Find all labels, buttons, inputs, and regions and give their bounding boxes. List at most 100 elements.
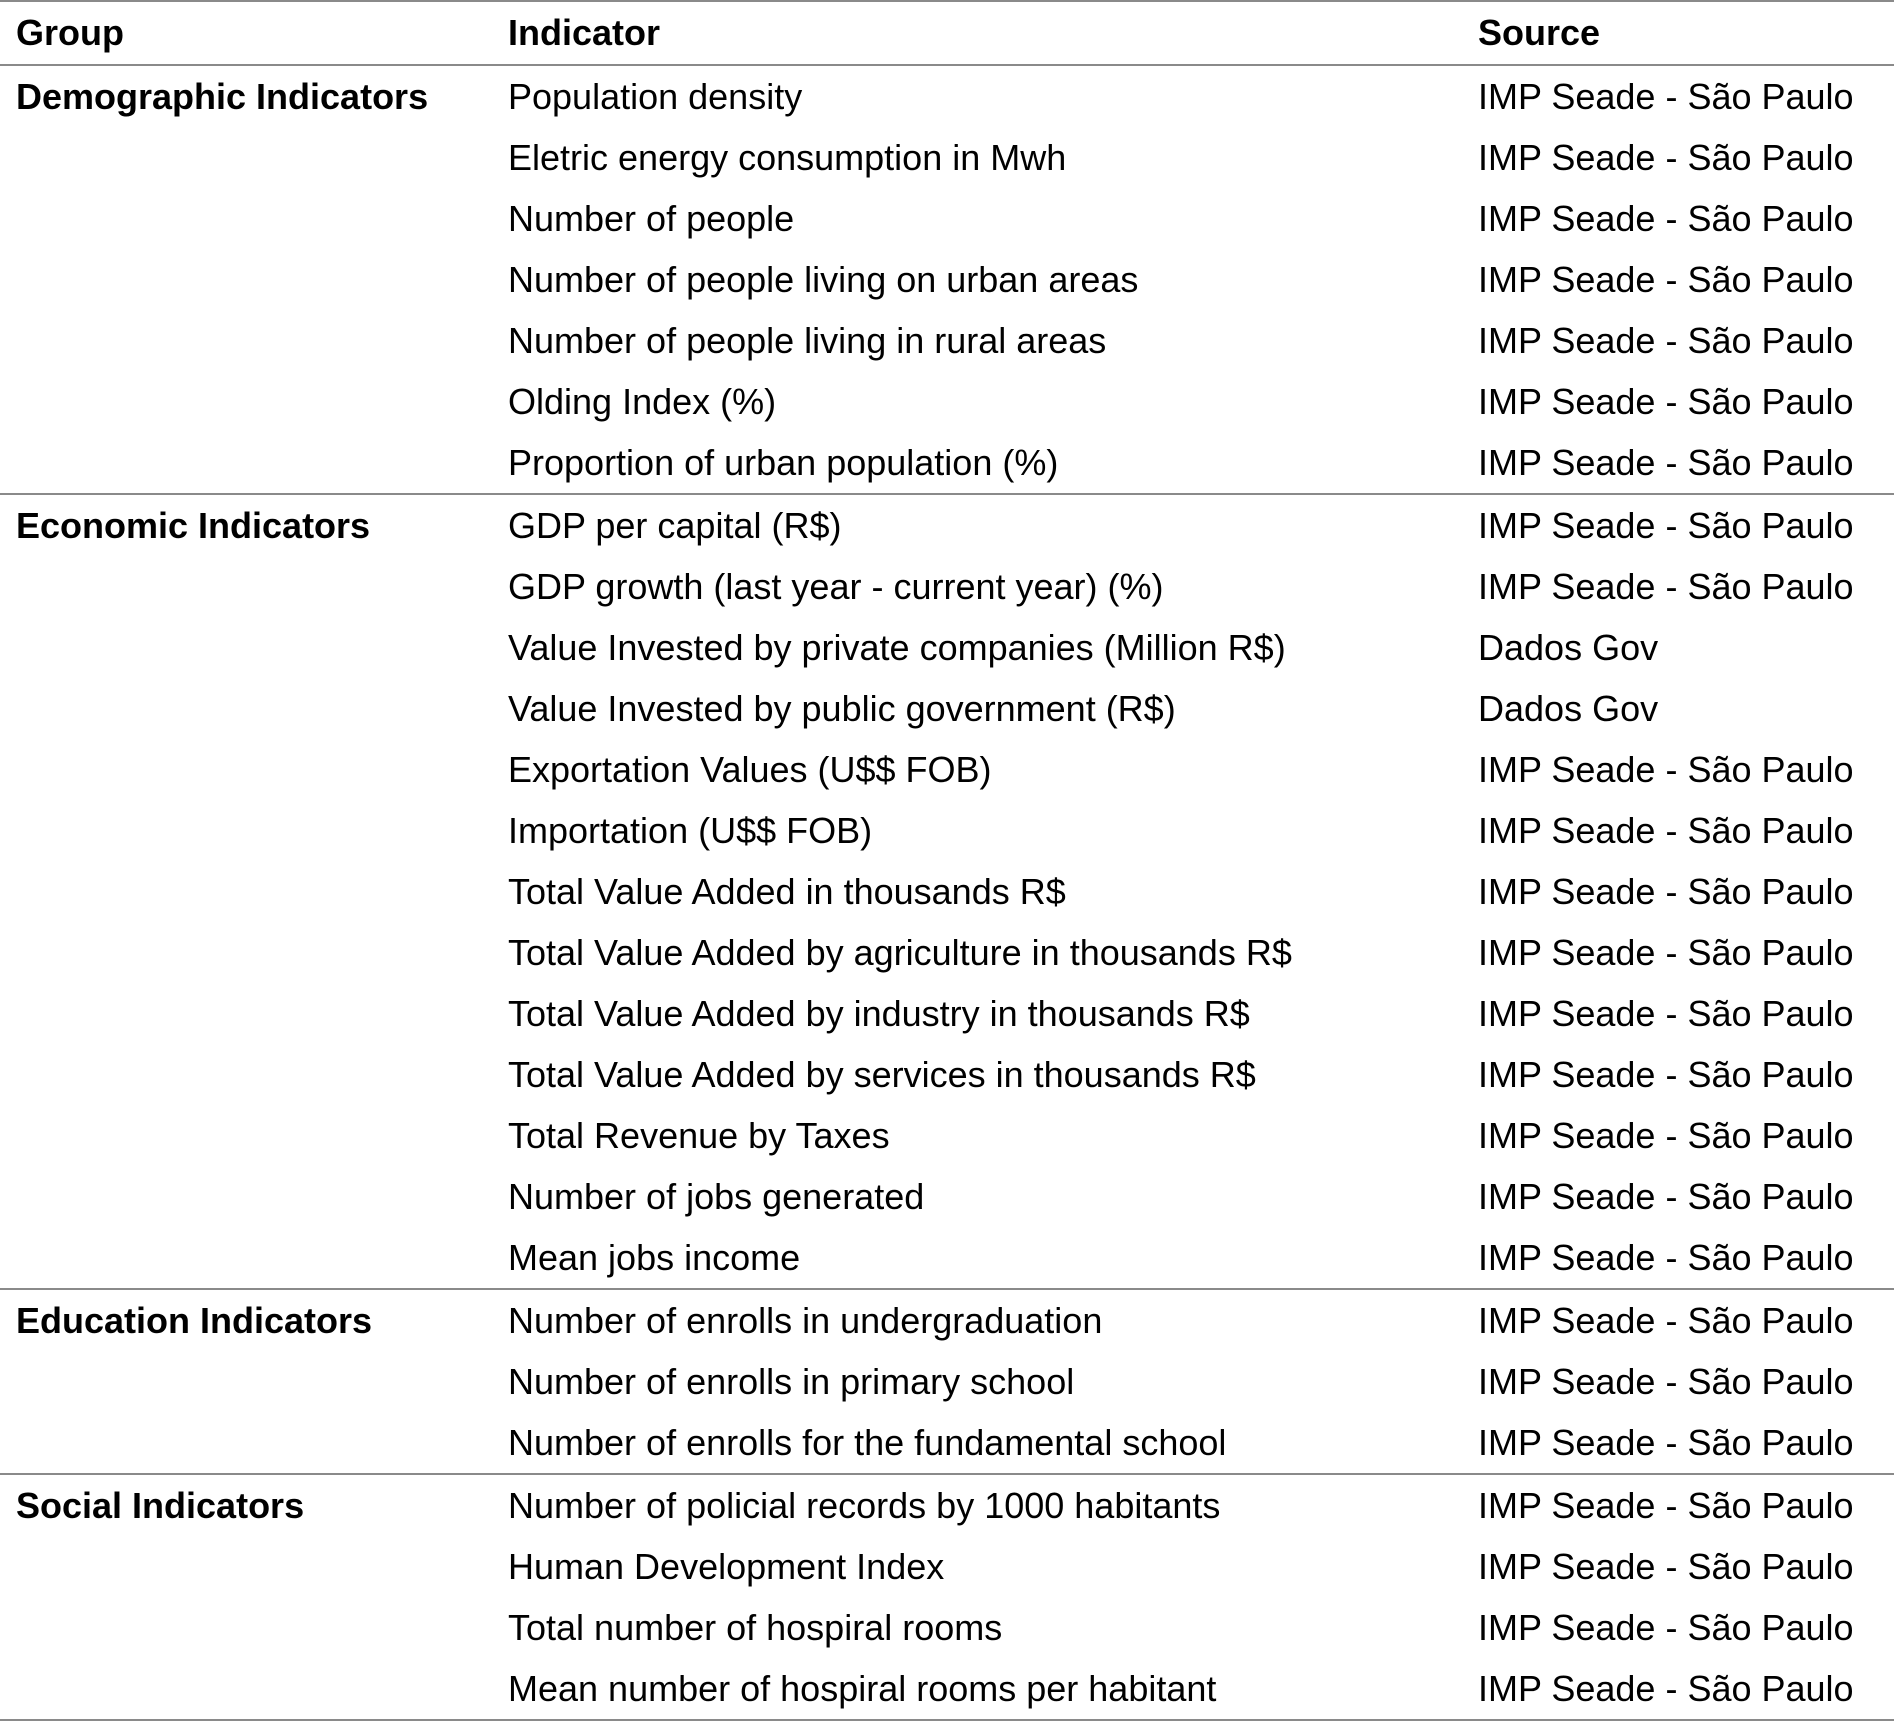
source-cell: IMP Seade - São Paulo bbox=[1462, 1288, 1894, 1351]
header-group: Group bbox=[0, 0, 492, 66]
group-cell-empty bbox=[0, 678, 492, 739]
table-row: Value Invested by public government (R$)… bbox=[0, 678, 1894, 739]
indicator-cell: Number of enrolls for the fundamental sc… bbox=[508, 1422, 1227, 1463]
indicator-cell: Number of people living in rural areas bbox=[508, 320, 1107, 361]
group-cell-empty bbox=[0, 922, 492, 983]
indicator-cell: GDP growth (last year - current year) (%… bbox=[508, 566, 1164, 607]
source-cell: IMP Seade - São Paulo bbox=[1478, 1115, 1854, 1156]
table-row: Exportation Values (U$$ FOB) IMP Seade - … bbox=[0, 739, 1894, 800]
indicator-cell: Mean jobs income bbox=[508, 1237, 801, 1278]
header-source: Source bbox=[1462, 0, 1894, 66]
indicator-cell: Mean number of hospiral rooms per habita… bbox=[492, 1658, 1462, 1721]
indicator-cell: Population density bbox=[492, 64, 1462, 127]
table-row: Eletric energy consumption in Mwh IMP Sea… bbox=[0, 127, 1894, 188]
table-row: Importation (U$$ FOB) IMP Seade - São Pau… bbox=[0, 800, 1894, 861]
source-cell: IMP Seade - São Paulo bbox=[1478, 1054, 1854, 1095]
group-cell-empty bbox=[0, 1597, 492, 1658]
indicator-cell: Number of people living on urban areas bbox=[508, 259, 1139, 300]
source-cell: Dados Gov bbox=[1478, 688, 1659, 729]
group-cell-empty bbox=[0, 432, 492, 494]
indicator-cell: Number of enrolls in undergraduation bbox=[492, 1288, 1462, 1351]
group-name: Economic Indicators bbox=[0, 493, 492, 556]
indicator-cell: Number of people bbox=[508, 198, 795, 239]
source-cell: IMP Seade - São Paulo bbox=[1478, 1422, 1854, 1463]
header-indicator: Indicator bbox=[492, 0, 1462, 66]
table-row: Value Invested by private companies (Mil… bbox=[0, 617, 1894, 678]
group-cell-empty bbox=[0, 1658, 492, 1721]
group-cell-empty bbox=[0, 1412, 492, 1474]
indicator-cell: Olding Index (%) bbox=[508, 381, 777, 422]
table-row: Number of enrolls in primary school IMP S… bbox=[0, 1351, 1894, 1412]
source-cell: IMP Seade - São Paulo bbox=[1478, 381, 1854, 422]
source-cell: IMP Seade - São Paulo bbox=[1478, 932, 1854, 973]
table-row: Number of people IMP Seade - São Paulo bbox=[0, 188, 1894, 249]
indicator-cell: Total Value Added in thousands R$ bbox=[508, 871, 1066, 912]
indicator-cell: Human Development Index bbox=[508, 1546, 945, 1587]
indicator-cell: Total Value Added by agriculture in thou… bbox=[508, 932, 1292, 973]
indicator-cell: Total Revenue by Taxes bbox=[508, 1115, 890, 1156]
source-cell: IMP Seade - São Paulo bbox=[1478, 749, 1854, 790]
source-cell: IMP Seade - São Paulo bbox=[1478, 1237, 1854, 1278]
group-cell-empty bbox=[0, 800, 492, 861]
table-row: Number of people living in rural areas IM… bbox=[0, 310, 1894, 371]
indicator-cell: Total Value Added by industry in thousan… bbox=[508, 993, 1250, 1034]
indicator-cell: Exportation Values (U$$ FOB) bbox=[508, 749, 992, 790]
group-cell-empty bbox=[0, 861, 492, 922]
group-cell-empty bbox=[0, 1044, 492, 1105]
indicator-cell: Total number of hospiral rooms bbox=[508, 1607, 1003, 1648]
table-row: Demographic Indicators Population density… bbox=[0, 64, 1894, 127]
indicator-cell: Proportion of urban population (%) bbox=[508, 442, 1059, 483]
table-row: GDP growth (last year - current year) (%… bbox=[0, 556, 1894, 617]
source-cell: IMP Seade - São Paulo bbox=[1478, 871, 1854, 912]
group-cell-empty bbox=[0, 249, 492, 310]
source-cell: IMP Seade - São Paulo bbox=[1478, 1361, 1854, 1402]
source-cell: IMP Seade - São Paulo bbox=[1478, 320, 1854, 361]
table-row: Education Indicators Number of enrolls in… bbox=[0, 1288, 1894, 1351]
source-cell: IMP Seade - São Paulo bbox=[1478, 993, 1854, 1034]
indicator-cell: Total Value Added by services in thousan… bbox=[508, 1054, 1256, 1095]
table-row: Proportion of urban population (%) IMP Se… bbox=[0, 432, 1894, 494]
table-row: Social Indicators Number of policial reco… bbox=[0, 1473, 1894, 1536]
source-cell: IMP Seade - São Paulo bbox=[1478, 810, 1854, 851]
table-row: Mean number of hospiral rooms per habita… bbox=[0, 1658, 1894, 1721]
table-row: Number of enrolls for the fundamental sc… bbox=[0, 1412, 1894, 1474]
group-name: Education Indicators bbox=[0, 1288, 492, 1351]
source-cell: IMP Seade - São Paulo bbox=[1462, 493, 1894, 556]
table-header: Group Indicator Source bbox=[0, 0, 1894, 66]
table-row: Total Value Added by services in thousan… bbox=[0, 1044, 1894, 1105]
indicator-cell: GDP per capital (R$) bbox=[492, 493, 1462, 556]
group-cell-empty bbox=[0, 188, 492, 249]
table-row: Total Value Added by industry in thousan… bbox=[0, 983, 1894, 1044]
table-row: Total number of hospiral rooms IMP Seade … bbox=[0, 1597, 1894, 1658]
source-cell: IMP Seade - São Paulo bbox=[1462, 1473, 1894, 1536]
table-row: Mean jobs income IMP Seade - São Paulo bbox=[0, 1227, 1894, 1289]
source-cell: IMP Seade - São Paulo bbox=[1478, 1176, 1854, 1217]
source-cell: IMP Seade - São Paulo bbox=[1478, 1607, 1854, 1648]
group-cell-empty bbox=[0, 1351, 492, 1412]
table-row: Olding Index (%) IMP Seade - São Paulo bbox=[0, 371, 1894, 432]
group-cell-empty bbox=[0, 371, 492, 432]
group-cell-empty bbox=[0, 127, 492, 188]
table-row: Number of people living on urban areas IM… bbox=[0, 249, 1894, 310]
indicator-cell: Number of jobs generated bbox=[508, 1176, 925, 1217]
group-cell-empty bbox=[0, 983, 492, 1044]
source-cell: IMP Seade - São Paulo bbox=[1478, 259, 1854, 300]
indicator-cell: Number of policial records by 1000 habit… bbox=[492, 1473, 1462, 1536]
source-cell: IMP Seade - São Paulo bbox=[1478, 198, 1854, 239]
table-row: Number of jobs generated IMP Seade - São … bbox=[0, 1166, 1894, 1227]
header-row: Group Indicator Source bbox=[0, 0, 1894, 66]
source-cell: IMP Seade - São Paulo bbox=[1478, 566, 1854, 607]
source-cell: IMP Seade - São Paulo bbox=[1478, 137, 1854, 178]
indicator-cell: Eletric energy consumption in Mwh bbox=[508, 137, 1067, 178]
group-cell-empty bbox=[0, 739, 492, 800]
group-name: Social Indicators bbox=[0, 1473, 492, 1536]
group-cell-empty bbox=[0, 556, 492, 617]
group-cell-empty bbox=[0, 310, 492, 371]
table-row: Total Value Added by agriculture in thou… bbox=[0, 922, 1894, 983]
indicator-cell: Number of enrolls in primary school bbox=[508, 1361, 1075, 1402]
table-row: Total Revenue by Taxes IMP Seade - São Pa… bbox=[0, 1105, 1894, 1166]
table-row: Human Development Index IMP Seade - São P… bbox=[0, 1536, 1894, 1597]
table-row: Total Value Added in thousands R$ IMP Sea… bbox=[0, 861, 1894, 922]
indicator-cell: Importation (U$$ FOB) bbox=[508, 810, 873, 851]
